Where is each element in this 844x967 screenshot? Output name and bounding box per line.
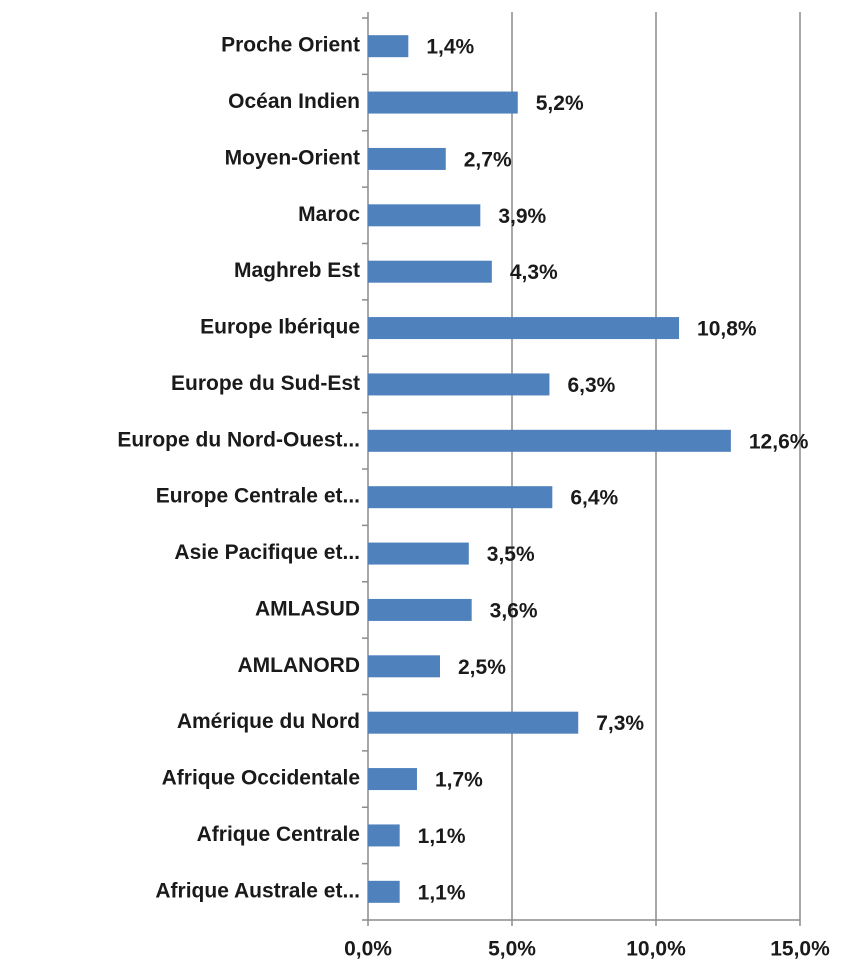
bar <box>368 317 680 340</box>
data-label: 1,1% <box>418 825 466 848</box>
y-tick-label: Europe du Nord-Ouest... <box>117 428 360 451</box>
y-tick-label: Afrique Occidentale <box>162 767 360 790</box>
data-label: 2,5% <box>458 656 506 679</box>
data-label: 4,3% <box>510 261 558 284</box>
data-label: 3,6% <box>490 599 538 622</box>
y-tick-label: Moyen-Orient <box>225 146 360 169</box>
x-tick-label: 0,0% <box>344 938 392 961</box>
data-label: 1,7% <box>435 769 483 792</box>
bar <box>368 429 731 452</box>
data-label: 6,3% <box>567 374 615 397</box>
data-label: 6,4% <box>570 487 618 510</box>
y-tick-label: Europe Ibérique <box>200 316 360 339</box>
data-label: 12,6% <box>749 430 809 453</box>
x-tick-label: 5,0% <box>488 938 536 961</box>
bar <box>368 655 440 678</box>
x-tick-label: 15,0% <box>770 938 830 961</box>
bar <box>368 486 553 509</box>
bar <box>368 768 417 791</box>
y-tick-label: Proche Orient <box>221 34 360 57</box>
y-tick-label: Afrique Centrale <box>197 823 360 846</box>
y-tick-label: Océan Indien <box>228 90 360 113</box>
bar <box>368 204 481 227</box>
data-label: 1,4% <box>426 36 474 59</box>
bar <box>368 711 579 734</box>
bar <box>368 373 550 396</box>
bar <box>368 824 400 847</box>
y-tick-label: Afrique Australe et... <box>155 879 360 902</box>
y-tick-label: Europe du Sud-Est <box>171 372 360 395</box>
bar <box>368 880 400 903</box>
y-tick-label: AMLANORD <box>238 654 360 677</box>
data-label: 7,3% <box>596 712 644 735</box>
data-label: 10,8% <box>697 318 757 341</box>
y-tick-label: Amérique du Nord <box>177 710 360 733</box>
bar <box>368 147 446 170</box>
data-label: 3,5% <box>487 543 535 566</box>
bar <box>368 260 492 283</box>
bar <box>368 598 472 621</box>
y-tick-label: Asie Pacifique et... <box>174 541 360 564</box>
y-tick-label: Maroc <box>298 203 360 226</box>
data-label: 5,2% <box>536 92 584 115</box>
bar <box>368 35 409 58</box>
x-tick-label: 10,0% <box>626 938 686 961</box>
y-tick-label: AMLASUD <box>255 597 360 620</box>
data-label: 2,7% <box>464 148 512 171</box>
bar <box>368 91 518 114</box>
y-tick-label: Europe Centrale et... <box>156 485 360 508</box>
bar <box>368 542 469 565</box>
data-label: 3,9% <box>498 205 546 228</box>
data-label: 1,1% <box>418 881 466 904</box>
y-tick-label: Maghreb Est <box>234 259 360 282</box>
